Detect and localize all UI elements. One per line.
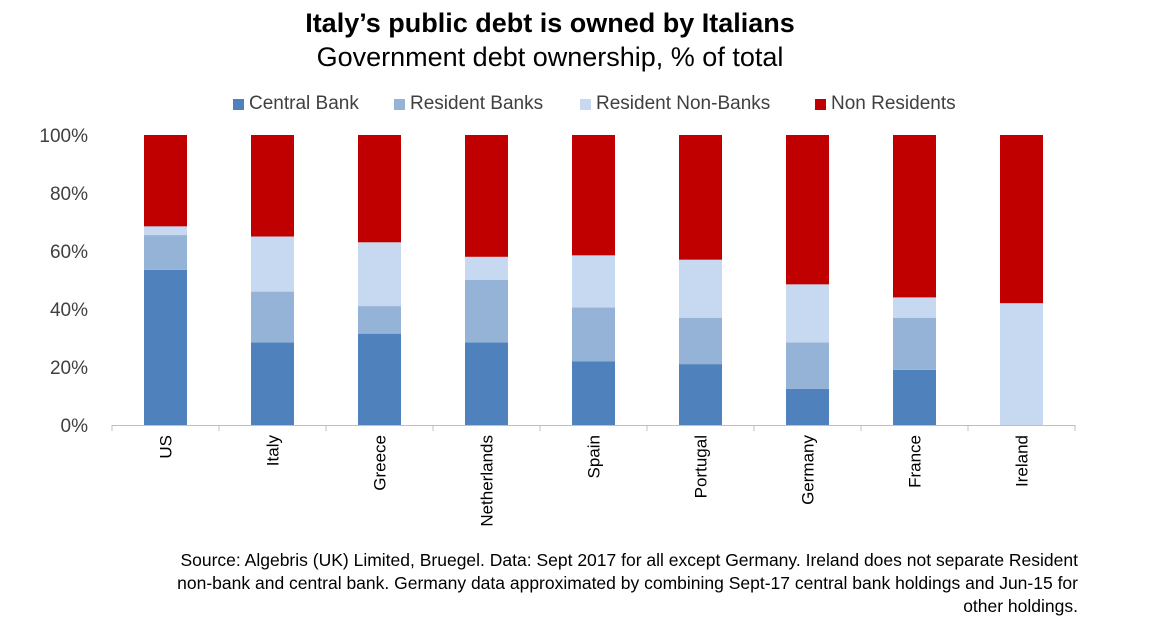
- bar-segment-resident-banks-france: [893, 317, 936, 370]
- bar-segment-non-residents-germany: [786, 135, 829, 285]
- bar-segment-central-bank-italy: [251, 342, 294, 425]
- bar-segment-central-bank-germany: [786, 388, 829, 425]
- bar-segment-central-bank-spain: [572, 361, 615, 425]
- bar-segment-resident-non-banks-us: [144, 226, 187, 236]
- source-line-1: Source: Algebris (UK) Limited, Bruegel. …: [180, 550, 1078, 570]
- bar-segment-resident-non-banks-spain: [572, 255, 615, 308]
- y-tick-label: 0%: [61, 416, 89, 437]
- bar-segment-central-bank-greece: [358, 333, 401, 425]
- bar-segment-resident-banks-portugal: [679, 317, 722, 365]
- y-tick-label: 80%: [50, 184, 88, 205]
- legend-label-resident-banks: Resident Banks: [410, 93, 544, 114]
- bar-segment-central-bank-us: [144, 269, 187, 425]
- source-line-2: non-bank and central bank. Germany data …: [177, 573, 1078, 593]
- legend-item-central-bank: Central Bank: [233, 92, 359, 116]
- bar-segment-resident-non-banks-greece: [358, 242, 401, 307]
- bar-segment-non-residents-france: [893, 135, 936, 298]
- bar-segment-resident-non-banks-netherlands: [465, 256, 508, 280]
- x-tick-label: Spain: [585, 435, 604, 478]
- bar-segment-non-residents-spain: [572, 135, 615, 256]
- bar-segment-resident-non-banks-france: [893, 297, 936, 318]
- bar-segment-non-residents-greece: [358, 135, 401, 243]
- source-note: Source: Algebris (UK) Limited, Bruegel. …: [0, 549, 1078, 618]
- x-tick-label: Netherlands: [478, 435, 497, 527]
- x-tick-label: US: [157, 435, 176, 459]
- bar-segment-non-residents-ireland: [1000, 135, 1043, 304]
- legend-item-non-residents: Non Residents: [815, 92, 956, 116]
- x-tick-label: Ireland: [1013, 435, 1032, 487]
- bar-segment-resident-banks-greece: [358, 306, 401, 334]
- bar-segment-resident-banks-germany: [786, 342, 829, 389]
- legend-item-resident-non-banks: Resident Non-Banks: [580, 92, 770, 116]
- bar-segment-central-bank-france: [893, 369, 936, 425]
- source-line-3: other holdings.: [963, 596, 1078, 616]
- x-tick-label: Germany: [799, 435, 818, 505]
- chart-subtitle: Government debt ownership, % of total: [316, 42, 784, 72]
- bar-segment-non-residents-portugal: [679, 135, 722, 260]
- chart-title: Italy’s public debt is owned by Italians: [305, 8, 795, 38]
- bar-segment-non-residents-netherlands: [465, 135, 508, 257]
- bar-segment-resident-banks-netherlands: [465, 280, 508, 343]
- bar-segment-non-residents-italy: [251, 135, 294, 237]
- y-tick-label: 20%: [50, 358, 88, 379]
- bar-segment-resident-non-banks-italy: [251, 236, 294, 292]
- legend-swatch-resident-banks: [394, 98, 405, 110]
- bar-segment-resident-banks-spain: [572, 307, 615, 362]
- bar-segment-central-bank-netherlands: [465, 342, 508, 425]
- y-tick-label: 60%: [50, 242, 88, 263]
- bar-segment-non-residents-us: [144, 135, 187, 227]
- legend-label-non-residents: Non Residents: [831, 93, 956, 114]
- bar-segment-resident-non-banks-germany: [786, 284, 829, 343]
- legend-swatch-resident-non-banks: [580, 98, 591, 110]
- x-tick-label: Greece: [371, 435, 390, 491]
- legend-label-central-bank: Central Bank: [249, 93, 359, 114]
- x-tick-label: Italy: [264, 435, 283, 467]
- bar-segment-resident-non-banks-portugal: [679, 259, 722, 318]
- x-tick-label: Portugal: [692, 435, 711, 498]
- bar-segment-central-bank-portugal: [679, 364, 722, 425]
- legend-label-resident-non-banks: Resident Non-Banks: [596, 93, 771, 114]
- legend-swatch-non-residents: [815, 98, 826, 110]
- bar-segment-resident-banks-us: [144, 235, 187, 270]
- y-tick-label: 100%: [39, 126, 88, 147]
- legend: Central Bank Resident Banks Resident Non…: [0, 92, 1164, 116]
- legend-swatch-central-bank: [233, 98, 244, 110]
- legend-item-resident-banks: Resident Banks: [394, 92, 543, 116]
- bar-segment-resident-banks-italy: [251, 291, 294, 343]
- x-tick-label: France: [906, 435, 925, 488]
- y-tick-label: 40%: [50, 300, 88, 321]
- bar-segment-resident-non-banks-ireland: [1000, 303, 1043, 425]
